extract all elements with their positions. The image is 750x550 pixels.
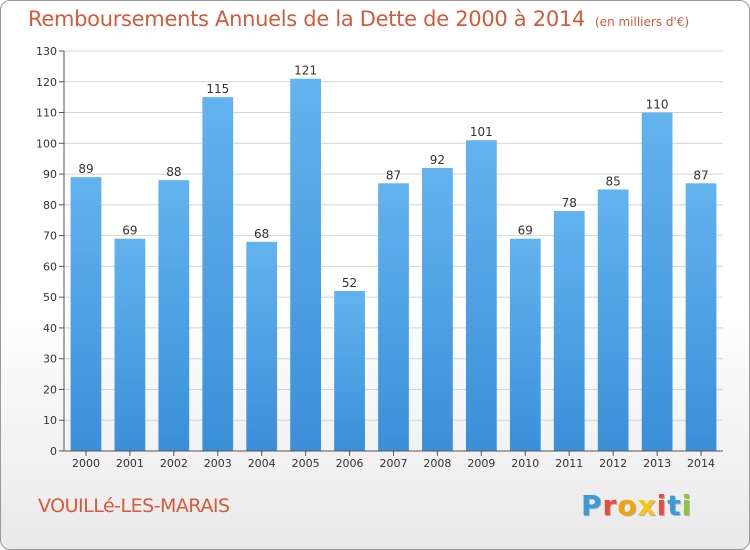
- bar[interactable]: [246, 241, 278, 451]
- bar-value-label: 87: [386, 168, 401, 182]
- y-tick-label: 60: [43, 260, 57, 273]
- y-tick-label: 30: [43, 353, 57, 366]
- bar[interactable]: [202, 97, 234, 452]
- bar[interactable]: [114, 238, 146, 451]
- brand-letter: P: [581, 489, 603, 522]
- x-tick-label: 2010: [511, 457, 539, 470]
- y-tick-label: 70: [43, 230, 57, 243]
- brand-letter: o: [617, 489, 638, 522]
- bar[interactable]: [641, 112, 673, 452]
- x-tick-label: 2012: [599, 457, 627, 470]
- bar[interactable]: [378, 183, 409, 452]
- bar-value-label: 85: [606, 174, 621, 188]
- x-tick-label: 2007: [380, 457, 408, 470]
- bar-value-label: 92: [430, 153, 445, 167]
- y-tick-label: 40: [43, 322, 57, 335]
- bar-value-label: 101: [470, 125, 493, 139]
- y-tick-label: 20: [43, 383, 57, 396]
- brand-letter: i: [656, 489, 668, 522]
- x-tick-label: 2001: [116, 457, 144, 470]
- y-tick-label: 110: [36, 107, 57, 120]
- bar-value-label: 52: [342, 276, 357, 290]
- bar[interactable]: [158, 180, 190, 451]
- y-tick-label: 80: [43, 199, 57, 212]
- bar-value-label: 110: [646, 98, 669, 112]
- x-tick-label: 2003: [204, 457, 232, 470]
- y-tick-label: 130: [36, 45, 57, 58]
- bar-value-label: 89: [78, 162, 93, 176]
- x-tick-label: 2005: [292, 457, 320, 470]
- brand-letter: r: [602, 489, 618, 522]
- y-tick-label: 10: [43, 414, 57, 427]
- bars: 89 69 88 115 68 121 52 87 92 101 69 78 85 110 87: [70, 64, 717, 452]
- y-tick-label: 120: [36, 76, 57, 89]
- bar[interactable]: [290, 78, 322, 451]
- y-tick-label: 90: [43, 168, 57, 181]
- x-tick-label: 2013: [643, 457, 671, 470]
- brand-letter: i: [681, 489, 693, 522]
- x-tick-label: 2008: [423, 457, 451, 470]
- chart-unit: (en milliers d'€): [595, 15, 690, 29]
- bar[interactable]: [509, 238, 541, 451]
- axes: 0 10 20 30 40 50 60 70 80 90 100 110 120 130 2000 2001 2…: [36, 45, 723, 470]
- x-tick-label: 2000: [72, 457, 100, 470]
- bar[interactable]: [553, 211, 585, 451]
- y-tick-label: 0: [50, 445, 57, 458]
- bar-value-label: 68: [254, 227, 269, 241]
- bar-value-label: 121: [294, 64, 317, 78]
- brand-letter: t: [667, 489, 682, 522]
- x-tick-label: 2014: [687, 457, 715, 470]
- bar[interactable]: [685, 183, 717, 452]
- commune-name: VOUILLé-LES-MARAIS: [38, 495, 230, 517]
- bar-value-label: 78: [562, 196, 577, 210]
- x-tick-label: 2004: [248, 457, 276, 470]
- bar[interactable]: [465, 140, 497, 451]
- y-tick-label: 100: [36, 137, 57, 150]
- chart-title: Remboursements Annuels de la Dette de 20…: [28, 7, 689, 31]
- x-tick-label: 2006: [336, 457, 364, 470]
- bar-value-label: 115: [206, 82, 229, 96]
- chart-title-text: Remboursements Annuels de la Dette de 20…: [28, 7, 585, 31]
- x-tick-label: 2011: [555, 457, 583, 470]
- bar-value-label: 69: [518, 224, 533, 238]
- bar-value-label: 88: [166, 165, 181, 179]
- bar[interactable]: [70, 177, 102, 451]
- bar-value-label: 69: [122, 224, 137, 238]
- proxiti-logo[interactable]: Proxiti: [581, 489, 692, 522]
- x-tick-label: 2009: [467, 457, 495, 470]
- bar[interactable]: [597, 189, 629, 451]
- brand-letter: x: [637, 489, 657, 522]
- x-tick-label: 2002: [160, 457, 188, 470]
- bar-value-label: 87: [693, 168, 708, 182]
- bar[interactable]: [334, 291, 365, 451]
- bar[interactable]: [422, 167, 453, 451]
- y-tick-label: 50: [43, 291, 57, 304]
